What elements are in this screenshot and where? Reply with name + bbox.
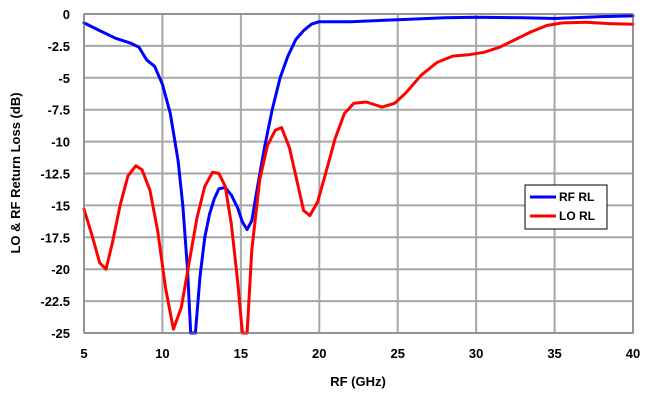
x-tick-label: 35: [547, 346, 561, 361]
y-tick-label: 0: [63, 7, 70, 22]
y-tick-label: -10: [51, 135, 70, 150]
x-axis-title: RF (GHz): [330, 374, 386, 389]
y-tick-label: -17.5: [40, 230, 70, 245]
legend-box: [524, 184, 608, 230]
x-tick-labels: 5 10 15 20 25 30 35 40: [80, 346, 640, 361]
y-tick-label: -25: [51, 326, 70, 341]
y-tick-label: -12.5: [40, 167, 70, 182]
x-tick-label: 5: [80, 346, 87, 361]
y-tick-label: -22.5: [40, 294, 70, 309]
x-tick-label: 15: [234, 346, 248, 361]
y-tick-label: -5: [58, 71, 70, 86]
x-tick-label: 20: [312, 346, 326, 361]
series-line-rf-rl: [82, 14, 635, 335]
plot-border: [83, 13, 634, 334]
x-tick-label: 30: [469, 346, 483, 361]
y-tick-labels: 0 -2.5 -5 -7.5 -10 -12.5 -15 -17.5 -20 -22.5 -25: [40, 7, 70, 341]
y-tick-label: -20: [51, 262, 70, 277]
x-tick-label: 40: [626, 346, 640, 361]
x-tick-label: 25: [390, 346, 404, 361]
y-tick-label: -2.5: [48, 39, 70, 54]
series-lines: [82, 14, 635, 335]
y-tick-label: -15: [51, 198, 70, 213]
legend-label-lo-rl: LO RL: [559, 209, 595, 223]
legend: RF RL LO RL: [524, 184, 608, 230]
series-line-lo-rl: [82, 20, 635, 335]
y-tick-label: -7.5: [48, 103, 70, 118]
x-tick-label: 10: [155, 346, 169, 361]
legend-label-rf-rl: RF RL: [559, 190, 594, 204]
y-axis-title: LO & RF Return Loss (dB): [8, 92, 23, 253]
